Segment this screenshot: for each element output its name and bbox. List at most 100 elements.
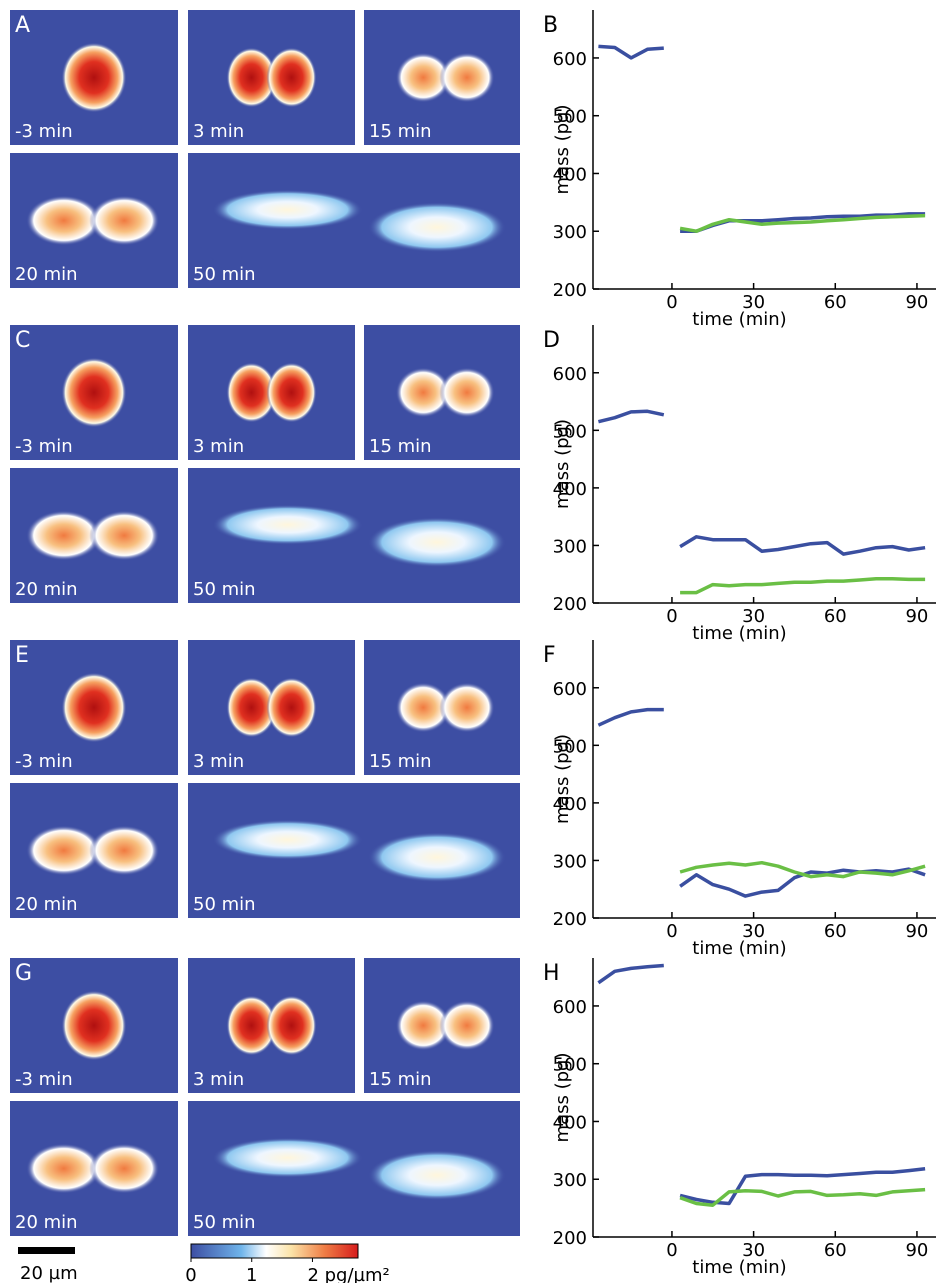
cell [439, 1000, 495, 1051]
series-line [679, 1187, 926, 1207]
cell [266, 677, 317, 738]
y-axis-label: mass (pg) [552, 419, 573, 509]
series-line [598, 44, 926, 233]
y-tick-label: 600 [553, 997, 587, 1018]
y-tick-label: 300 [553, 1170, 587, 1191]
frame-label: -3 min [15, 121, 73, 142]
cell [226, 362, 277, 423]
frame-label: -3 min [15, 436, 73, 457]
cell [368, 202, 506, 253]
cell [26, 510, 102, 561]
cell [61, 672, 127, 743]
frame-label: -3 min [15, 751, 73, 772]
frame-label: 15 min [369, 1069, 432, 1090]
y-tick-label: 400 [553, 1112, 587, 1133]
panel-letter: C [15, 328, 30, 353]
y-axis-label: mass (pg) [552, 734, 573, 824]
panel-letter: A [15, 13, 30, 38]
cell [439, 52, 495, 103]
y-tick-label: 500 [553, 107, 587, 128]
frame-label: 3 min [193, 751, 244, 772]
y-tick-label: 600 [553, 364, 587, 385]
colorbar-tick-label: 0 [185, 1265, 196, 1283]
series-line [597, 963, 926, 1206]
y-tick-label: 300 [553, 222, 587, 243]
series-line [597, 707, 926, 898]
x-axis-label: time (min) [692, 623, 786, 644]
cell [395, 52, 451, 103]
frame-label: 3 min [193, 436, 244, 457]
frame-label: 15 min [369, 436, 432, 457]
frame-label: 20 min [15, 1212, 78, 1233]
cell [266, 47, 317, 108]
x-tick-label: 30 [742, 1240, 765, 1261]
cell [439, 682, 495, 733]
y-tick-label: 500 [553, 421, 587, 442]
frame-label: 3 min [193, 121, 244, 142]
cell [395, 1000, 451, 1051]
x-tick-label: 0 [666, 606, 677, 627]
frame-label: 50 min [193, 264, 256, 285]
x-tick-label: 0 [666, 921, 677, 942]
cell [368, 832, 506, 883]
panel-letter: D [543, 328, 560, 353]
panel-letter: B [543, 13, 558, 38]
series-line [680, 577, 926, 595]
cell [368, 1150, 506, 1201]
x-tick-label: 90 [905, 921, 928, 942]
cell [212, 189, 363, 230]
x-tick-label: 90 [905, 1240, 928, 1261]
frame-label: 50 min [193, 1212, 256, 1233]
cell [226, 677, 277, 738]
frame-label: 20 min [15, 264, 78, 285]
x-tick-label: 60 [824, 1240, 847, 1261]
x-tick-label: 0 [666, 292, 677, 313]
x-axis-label: time (min) [692, 1257, 786, 1278]
x-axis-label: time (min) [692, 309, 786, 330]
x-tick-label: 0 [666, 1240, 677, 1261]
panel-letter: G [15, 961, 32, 986]
frame-label: -3 min [15, 1069, 73, 1090]
y-tick-label: 400 [553, 164, 587, 185]
cell [266, 362, 317, 423]
series-line [679, 860, 926, 879]
x-tick-label: 60 [824, 921, 847, 942]
x-tick-label: 90 [905, 292, 928, 313]
y-tick-label: 200 [553, 1228, 587, 1249]
y-tick-label: 600 [553, 679, 587, 700]
colorbar-tick-label: 1 [246, 1265, 257, 1283]
y-axis-label: mass (pg) [552, 105, 573, 195]
cell [395, 367, 451, 418]
frame-label: 3 min [193, 1069, 244, 1090]
frame-label: 15 min [369, 751, 432, 772]
x-axis-label: time (min) [692, 938, 786, 959]
cell [89, 1143, 160, 1194]
panel-letter: F [543, 643, 556, 668]
scale-bar [18, 1247, 75, 1254]
cell [89, 195, 160, 246]
cell [439, 367, 495, 418]
cell [212, 819, 363, 860]
frame-label: 20 min [15, 894, 78, 915]
frame-label: 50 min [193, 579, 256, 600]
series-line [597, 409, 926, 556]
y-tick-label: 200 [553, 280, 587, 301]
frame-label: 50 min [193, 894, 256, 915]
panel-letter: H [543, 961, 560, 986]
scale-bar-label: 20 µm [20, 1263, 78, 1283]
y-tick-label: 500 [553, 1055, 587, 1076]
x-tick-label: 60 [824, 606, 847, 627]
cell [61, 990, 127, 1061]
y-tick-label: 400 [553, 794, 587, 815]
y-tick-label: 200 [553, 909, 587, 930]
colorbar-tick-label: 2 pg/µm² [307, 1265, 389, 1283]
cell [226, 47, 277, 108]
cell [26, 1143, 102, 1194]
cell [89, 510, 160, 561]
cell [26, 825, 102, 876]
frame-label: 15 min [369, 121, 432, 142]
cell [395, 682, 451, 733]
x-tick-label: 60 [824, 292, 847, 313]
series-line [679, 213, 926, 233]
